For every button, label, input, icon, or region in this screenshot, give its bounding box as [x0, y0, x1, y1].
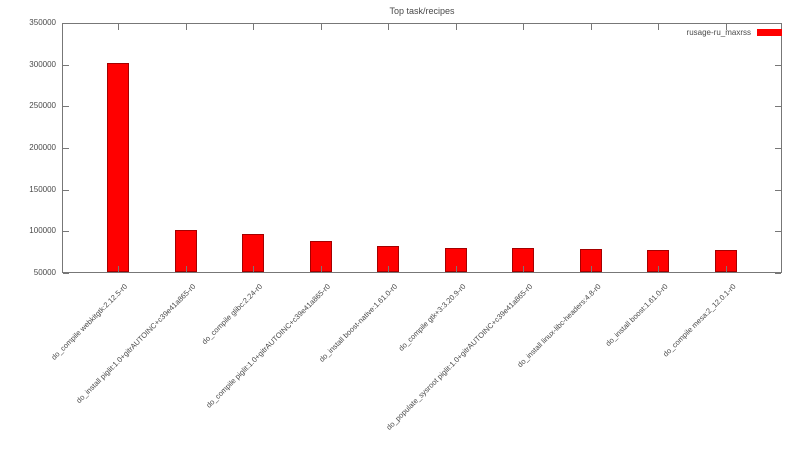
- x-tick-mark: [185, 24, 187, 30]
- y-tick-mark: [775, 189, 781, 191]
- x-tick-mark: [523, 24, 525, 30]
- x-tick-mark: [118, 266, 119, 272]
- x-category-label: do_compile mesa:2_12.0.1-r0: [660, 282, 738, 359]
- bar: [107, 63, 129, 272]
- x-category-label: do_install linux-libc-headers:4.8-r0: [515, 282, 603, 370]
- plot-frame: [62, 23, 782, 273]
- x-tick-mark: [185, 266, 187, 272]
- x-tick-mark: [320, 266, 322, 272]
- x-tick-mark: [658, 266, 660, 272]
- x-category-label: do_compile webkitgtk:2.12.5-r0: [49, 282, 130, 362]
- y-tick-mark: [63, 106, 69, 108]
- x-category-label: do_populate_sysroot piglit:1.0+gitrAUTOI…: [384, 282, 535, 432]
- legend-label: rusage-ru_maxrss: [686, 28, 751, 37]
- y-tick-label: 350000: [29, 18, 56, 27]
- legend: rusage-ru_maxrss: [687, 28, 782, 37]
- y-tick-mark: [63, 231, 69, 233]
- y-tick-label: 150000: [29, 184, 56, 194]
- y-tick-mark: [63, 64, 69, 66]
- legend-swatch: [757, 29, 782, 36]
- y-tick-mark: [63, 189, 69, 191]
- x-tick-mark: [455, 24, 457, 30]
- x-tick-mark: [320, 24, 322, 30]
- y-tick-label: 300000: [29, 59, 56, 69]
- x-category-label: do_compile gtk+3:3.20.9-r0: [396, 282, 468, 353]
- y-tick-mark: [775, 64, 781, 66]
- x-tick-mark: [388, 266, 390, 272]
- y-tick-label: 50000: [33, 268, 56, 277]
- x-category-label: do_compile piglit:1.0+gitrAUTOINC+c39e41…: [204, 282, 333, 410]
- x-tick-mark: [726, 24, 727, 30]
- y-tick-label: 100000: [29, 226, 56, 236]
- x-category-label: do_install piglit:1.0+gitrAUTOINC+c39e41…: [73, 282, 197, 406]
- x-tick-mark: [455, 266, 457, 272]
- y-tick-mark: [63, 273, 69, 274]
- y-tick-mark: [63, 148, 69, 149]
- y-tick-mark: [775, 148, 781, 149]
- chart-title: Top task/recipes: [389, 6, 455, 16]
- x-tick-mark: [523, 266, 525, 272]
- x-tick-mark: [118, 24, 119, 30]
- y-tick-mark: [775, 23, 781, 24]
- x-tick-mark: [253, 24, 255, 30]
- x-tick-mark: [590, 266, 592, 272]
- y-tick-mark: [63, 23, 69, 24]
- x-tick-mark: [253, 266, 255, 272]
- y-tick-mark: [775, 273, 781, 274]
- x-tick-mark: [590, 24, 592, 30]
- y-tick-mark: [775, 231, 781, 233]
- x-tick-mark: [726, 266, 727, 272]
- x-category-label: do_install boost-native:1.61.0-r0: [317, 282, 400, 364]
- y-tick-label: 250000: [29, 101, 56, 111]
- x-tick-mark: [388, 24, 390, 30]
- y-tick-mark: [775, 106, 781, 108]
- x-category-label: do_compile glibc:2.24-r0: [200, 282, 265, 347]
- x-category-label: do_install boost:1.61.0-r0: [603, 282, 670, 348]
- x-tick-mark: [658, 24, 660, 30]
- y-tick-label: 200000: [29, 143, 56, 152]
